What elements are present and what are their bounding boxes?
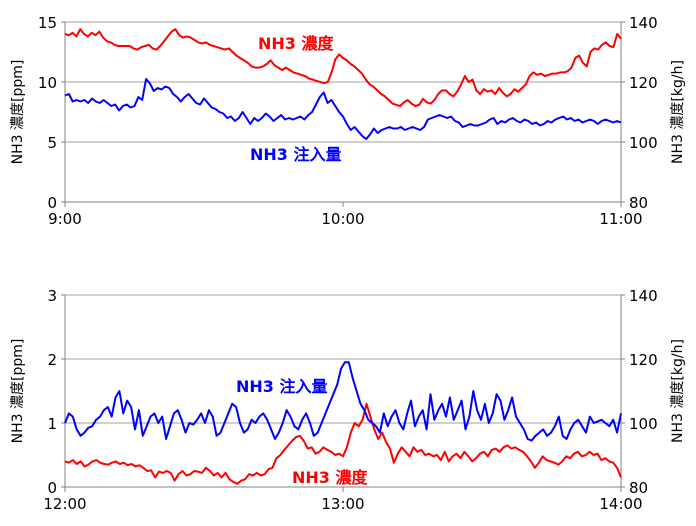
y-left-tick-label: 1 [47, 415, 57, 433]
x-tick-label: 11:00 [599, 210, 642, 228]
x-tick-label: 12:00 [43, 495, 86, 513]
x-tick-labels: 9:00 10:00 11:00 [48, 202, 643, 228]
right-tick-labels: 80 100 120 140 [621, 14, 658, 212]
series-label-nh3-concentration: NH3 濃度 [258, 34, 334, 53]
series-line-nh3-injection [64, 78, 622, 140]
right-tick-labels: 80 100 120 140 [621, 287, 658, 497]
plot-area [65, 295, 621, 487]
left-tick-labels: 0 5 10 15 [38, 14, 65, 212]
y-left-tick-label: 10 [38, 74, 57, 92]
y-left-tick-label: 3 [47, 287, 57, 305]
series-label-nh3-concentration: NH3 濃度 [292, 468, 368, 487]
y-left-tick-label: 2 [47, 351, 57, 369]
x-tick-label: 13:00 [321, 495, 364, 513]
y-right-tick-label: 140 [629, 287, 658, 305]
x-tick-labels: 12:00 13:00 14:00 [43, 487, 643, 513]
y-left-tick-label: 0 [47, 479, 57, 497]
x-tick-label: 10:00 [321, 210, 364, 228]
series-label-nh3-injection: NH3 注入量 [236, 377, 328, 396]
series-group [64, 28, 622, 140]
y-left-tick-label: 15 [38, 14, 57, 32]
y-left-title: NH3 濃度[ppm] [10, 60, 26, 165]
series-line-nh3-injection [64, 361, 622, 442]
y-right-tick-label: 100 [629, 134, 658, 152]
y-right-tick-label: 120 [629, 74, 658, 92]
y-left-tick-label: 0 [47, 194, 57, 212]
y-right-tick-label: 140 [629, 14, 658, 32]
y-right-tick-label: 100 [629, 415, 658, 433]
x-tick-label: 9:00 [48, 210, 82, 228]
y-right-tick-label: 80 [629, 194, 648, 212]
y-left-tick-label: 5 [47, 134, 57, 152]
y-right-tick-label: 80 [629, 479, 648, 497]
y-right-title: NH3 濃度[kg/h] [670, 339, 686, 443]
y-left-title: NH3 濃度[ppm] [10, 339, 26, 444]
y-right-tick-label: 120 [629, 351, 658, 369]
plot-area [65, 22, 621, 202]
series-line-nh3-concentration [64, 402, 622, 485]
series-line-nh3-concentration [64, 28, 622, 107]
series-label-nh3-injection: NH3 注入量 [250, 145, 342, 164]
chart-bottom: 0 1 2 3 80 100 120 140 12:00 13:00 14:00 NH3 濃度[… [10, 287, 686, 513]
grid-lines [65, 21, 621, 143]
series-group [64, 361, 622, 485]
chart-top: 0 5 10 15 80 100 120 140 9:00 10:00 11:00 NH3 濃度… [10, 14, 686, 228]
y-right-title: NH3 濃度[kg/h] [670, 60, 686, 164]
x-tick-label: 14:00 [599, 495, 642, 513]
left-tick-labels: 0 1 2 3 [47, 287, 65, 497]
